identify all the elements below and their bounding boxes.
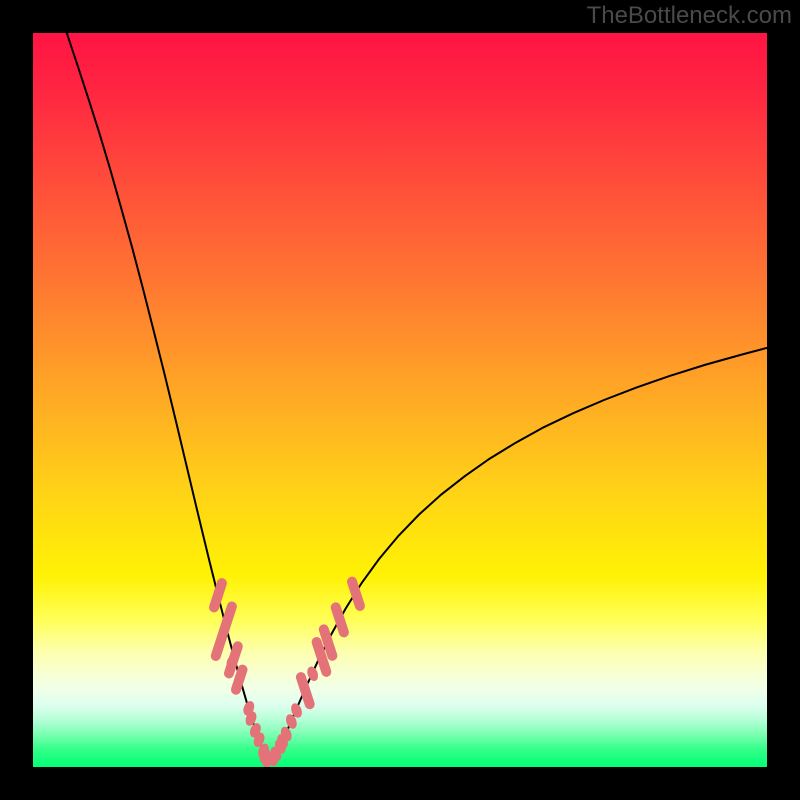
watermark-text: TheBottleneck.com (587, 2, 792, 30)
plot-area (33, 33, 767, 767)
marker-dot (305, 665, 320, 683)
curve-overlay (33, 33, 767, 767)
marker-capsule (208, 577, 228, 614)
chart-root: TheBottleneck.com (0, 0, 800, 800)
bottleneck-curve (67, 33, 767, 762)
